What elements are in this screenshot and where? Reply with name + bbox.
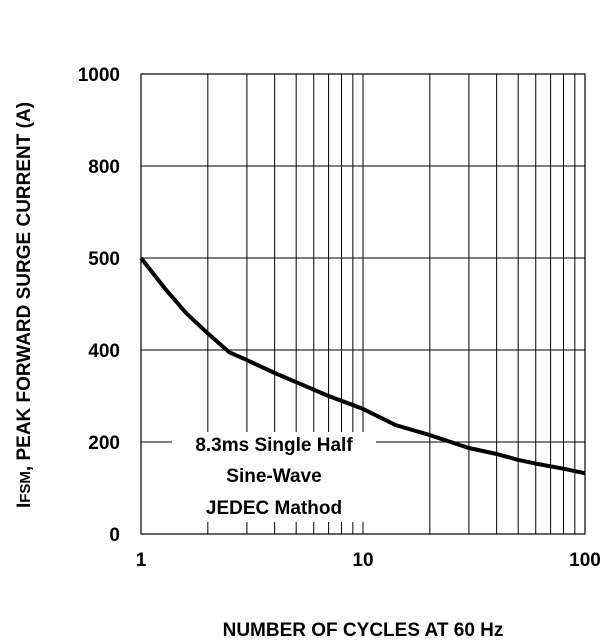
y-axis-title-subscript: FSM [17, 471, 34, 503]
annotation-line-1: 8.3ms Single Half [195, 435, 353, 456]
y-tick-label: 500 [88, 249, 120, 270]
y-tick-label: 200 [88, 433, 120, 454]
x-tick-label: 1 [136, 550, 147, 571]
x-tick-label: 100 [569, 550, 601, 571]
annotation-box: 8.3ms Single Half Sine-Wave JEDEC Mathod [172, 432, 376, 522]
y-axis-title-prefix: I [14, 503, 35, 508]
y-tick-label: 1000 [78, 65, 120, 86]
x-tick-labels: 1 10 100 [136, 550, 601, 571]
annotation-line-3: JEDEC Mathod [206, 498, 342, 519]
y-tick-label: 0 [109, 525, 120, 546]
grid-lines [141, 74, 585, 534]
y-tick-labels: 0 200 400 500 800 1000 [78, 65, 120, 546]
y-axis-title-rest: , PEAK FORWARD SURGE CURRENT (A) [14, 102, 35, 471]
plot-frame [140, 73, 586, 535]
annotation-line-2: Sine-Wave [226, 466, 321, 487]
surge-current-curve [139, 256, 586, 476]
y-tick-label: 800 [88, 157, 120, 178]
x-axis-title: NUMBER OF CYCLES AT 60 Hz [223, 620, 504, 641]
y-axis-title: IFSM, PEAK FORWARD SURGE CURRENT (A) [14, 102, 35, 508]
annotation-background [172, 432, 376, 522]
x-tick-label: 10 [352, 550, 373, 571]
y-tick-label: 400 [88, 341, 120, 362]
